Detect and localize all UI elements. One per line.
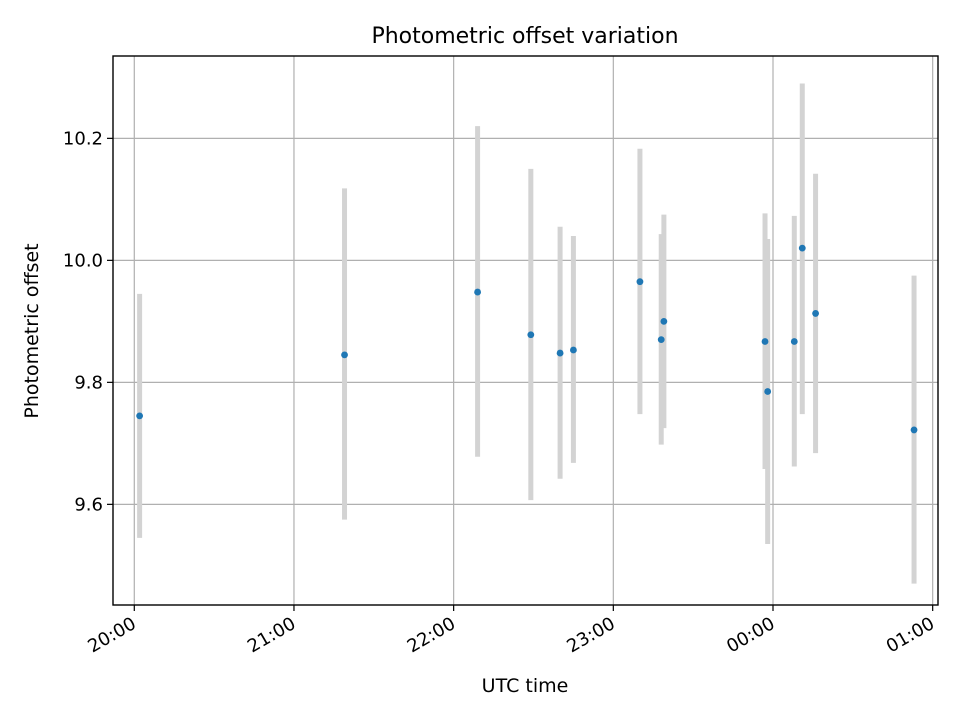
point-layer — [136, 244, 918, 434]
data-point — [790, 338, 798, 345]
y-axis-label: Photometric offset — [21, 243, 43, 418]
errorbar-layer — [137, 83, 917, 584]
data-point — [556, 349, 564, 357]
data-point — [474, 288, 481, 296]
data-point — [136, 412, 144, 420]
x-tick-label: 22:00 — [404, 613, 459, 657]
data-point — [341, 351, 348, 359]
y-tick-label: 10.0 — [63, 250, 103, 271]
data-point — [660, 317, 668, 325]
data-point — [764, 388, 772, 395]
x-tick-label: 23:00 — [563, 613, 618, 657]
x-tick-label: 01:00 — [883, 613, 938, 657]
y-tick-label: 9.8 — [74, 372, 103, 393]
data-point — [636, 278, 644, 286]
x-tick-label: 00:00 — [723, 613, 778, 657]
data-point — [761, 338, 769, 345]
data-point — [812, 310, 819, 317]
x-tick-label: 21:00 — [244, 613, 299, 657]
data-point — [798, 244, 806, 252]
chart-title: Photometric offset variation — [371, 24, 678, 49]
tick-layer: 20:00 21:00 22:00 23:00 00:00 01:00 9.6 9.8 10.0… — [63, 128, 938, 657]
y-tick-label: 9.6 — [74, 494, 103, 515]
data-point — [570, 346, 577, 354]
plot-area-frame — [112, 55, 939, 606]
data-point — [657, 336, 665, 344]
data-point — [527, 331, 535, 339]
y-tick-label: 10.2 — [63, 128, 103, 149]
x-axis-label: UTC time — [482, 675, 569, 697]
data-point — [910, 426, 918, 434]
x-tick-label: 20:00 — [84, 613, 139, 657]
